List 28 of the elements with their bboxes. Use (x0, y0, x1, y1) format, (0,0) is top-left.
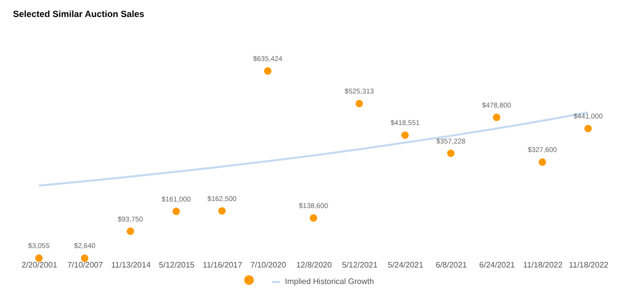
point (492, 114, 500, 122)
point (447, 150, 455, 158)
chart-title: Selected Similar Auction Sales (13, 9, 144, 19)
point (35, 254, 43, 262)
x-tick-label: 5/24/2021 (388, 260, 424, 270)
point (264, 67, 272, 75)
x-tick-label: 12/8/2020 (296, 260, 332, 270)
x-tick-label: 11/18/2022 (568, 260, 609, 270)
x-tick-label: 6/24/2021 (479, 260, 516, 270)
x-tick-label: 7/10/2007 (67, 260, 104, 270)
x-tick-label: 11/16/2017 (202, 260, 243, 270)
x-tick-label: 11/13/2014 (111, 260, 152, 270)
point (172, 208, 180, 216)
point (310, 214, 318, 222)
point (126, 228, 134, 235)
point (584, 124, 592, 132)
point (538, 158, 546, 166)
point (80, 254, 88, 262)
x-tick-label: 6/8/2021 (436, 260, 468, 270)
point (356, 100, 363, 108)
point (401, 131, 409, 139)
x-tick-label: 2/20/2001 (22, 260, 58, 270)
legend-label: Implied Historical Growth (285, 277, 374, 286)
x-tick-label: 11/18/2022 (523, 260, 564, 270)
x-tick-label: 7/10/2020 (250, 260, 287, 270)
x-tick-label: 5/12/2021 (342, 260, 378, 270)
x-tick-label: 5/12/2015 (158, 260, 196, 270)
point (218, 207, 226, 215)
